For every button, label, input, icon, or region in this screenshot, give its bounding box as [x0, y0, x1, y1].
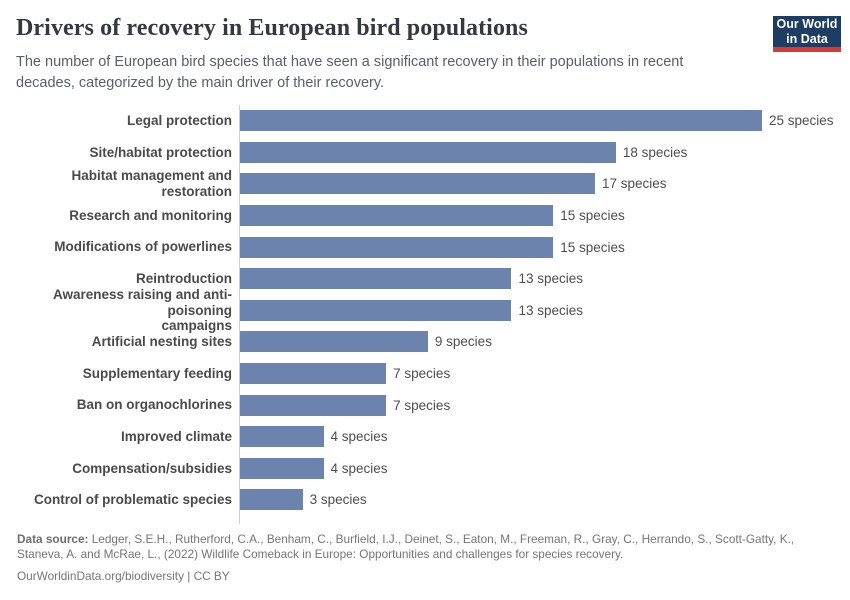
y-axis-line [239, 105, 240, 524]
category-label: Artificial nesting sites [91, 334, 232, 350]
owid-logo-line2: in Data [786, 31, 828, 46]
bar [240, 363, 387, 385]
category-label: Habitat management and restoration [71, 168, 232, 199]
bar-area: 4 species [239, 453, 850, 485]
chart-subtitle: The number of European bird species that… [16, 54, 684, 91]
value-label: 3 species [309, 492, 367, 508]
bar-row: Ban on organochlorines 7 species [0, 389, 850, 421]
category-label: Modifications of powerlines [54, 239, 232, 255]
bar-row: Site/habitat protection 18 species [0, 137, 850, 169]
bar [240, 489, 303, 511]
category-label: Research and monitoring [69, 207, 232, 223]
bar-row: Research and monitoring 15 species [0, 200, 850, 232]
bar-area: 25 species [239, 105, 850, 137]
chart-header: Drivers of recovery in European bird pop… [0, 0, 850, 93]
bar-row: Reintroduction 13 species [0, 263, 850, 295]
bar [240, 173, 595, 195]
chart-footer: Data source: Ledger, S.E.H., Rutherford,… [0, 524, 850, 583]
value-label: 4 species [330, 460, 388, 476]
value-label: 9 species [434, 334, 492, 350]
bar [240, 426, 324, 448]
data-source-text: Ledger, S.E.H., Rutherford, C.A., Benham… [17, 531, 795, 562]
bar-area: 9 species [239, 326, 850, 358]
bar-chart: Legal protection 25 species Site/habitat… [0, 105, 850, 524]
bar-area: 13 species [239, 295, 850, 327]
bar [240, 394, 387, 416]
value-label: 7 species [393, 397, 451, 413]
bar-row: Compensation/subsidies 4 species [0, 453, 850, 485]
bar-area: 17 species [239, 168, 850, 200]
bar-row: Awareness raising and anti-poisoning cam… [0, 287, 850, 333]
value-label: 18 species [622, 144, 688, 160]
bar-area: 13 species [239, 263, 850, 295]
category-label: Legal protection [126, 113, 232, 129]
bar [240, 205, 554, 227]
license-line[interactable]: OurWorldinData.org/biodiversity | CC BY [17, 568, 230, 583]
bar-area: 7 species [239, 389, 850, 421]
bar [240, 331, 428, 353]
value-label: 13 species [518, 271, 583, 287]
bar-row: Control of problematic species 3 species [0, 484, 850, 516]
bar-row: Artificial nesting sites 9 species [0, 326, 850, 358]
page-title: Drivers of recovery in European bird pop… [16, 15, 528, 41]
bar [240, 299, 512, 321]
category-label: Site/habitat protection [89, 144, 232, 160]
bar [240, 457, 324, 479]
value-label: 15 species [560, 208, 625, 224]
bar-row: Improved climate 4 species [0, 421, 850, 453]
bar-area: 7 species [239, 358, 850, 390]
bar-area: 15 species [239, 200, 850, 232]
owid-logo-line1: Our World [776, 17, 838, 31]
category-label: Improved climate [120, 428, 232, 444]
category-label: Awareness raising and anti-poisoning cam… [52, 287, 232, 334]
category-label: Ban on organochlorines [76, 397, 232, 413]
data-source-note: Data source: Ledger, S.E.H., Rutherford,… [17, 532, 832, 563]
bar-area: 3 species [239, 484, 850, 516]
bar [240, 268, 512, 290]
bar [240, 141, 616, 163]
bar-area: 4 species [239, 421, 850, 453]
bar-row: Legal protection 25 species [0, 105, 850, 137]
owid-logo[interactable]: Our World in Data [773, 16, 841, 52]
bar-row: Habitat management and restoration 17 sp… [0, 168, 850, 200]
bar-area: 18 species [239, 137, 850, 169]
value-label: 17 species [601, 176, 667, 192]
bar-row: Modifications of powerlines 15 species [0, 231, 850, 263]
category-label: Compensation/subsidies [72, 460, 232, 476]
value-label: 13 species [518, 302, 583, 318]
bar-row: Supplementary feeding 7 species [0, 358, 850, 390]
value-label: 25 species [769, 113, 834, 129]
category-label: Reintroduction [136, 271, 232, 287]
value-label: 15 species [560, 239, 625, 255]
data-source-label: Data source: [17, 531, 89, 546]
category-label: Supplementary feeding [82, 365, 232, 381]
bar [240, 110, 762, 132]
bar-area: 15 species [239, 231, 850, 263]
value-label: 4 species [330, 429, 388, 445]
category-label: Control of problematic species [33, 492, 232, 508]
bar [240, 236, 554, 258]
value-label: 7 species [393, 366, 451, 382]
